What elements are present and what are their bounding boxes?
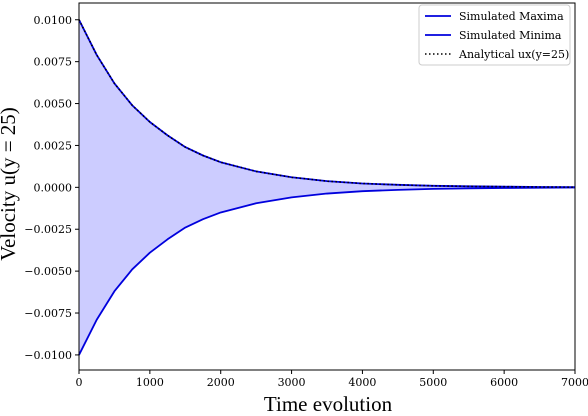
y-tick-label: −0.0050 — [24, 265, 72, 278]
x-tick-label: 3000 — [278, 376, 306, 389]
fill-between-area — [79, 19, 575, 355]
y-axis-label: Velocity u(y = 25) — [0, 107, 20, 261]
x-tick-label: 4000 — [348, 376, 376, 389]
plot-layer — [78, 19, 576, 356]
y-tick-label: 0.0025 — [34, 139, 73, 152]
x-tick-label: 7000 — [561, 376, 588, 389]
y-tick-label: −0.0025 — [24, 223, 72, 236]
y-tick-label: 0.0100 — [34, 14, 73, 27]
x-tick-label: 0 — [76, 376, 83, 389]
legend-label: Analytical ux(y=25) — [458, 48, 569, 61]
x-tick-label: 1000 — [136, 376, 164, 389]
series-line-3 — [78, 19, 576, 188]
x-tick-label: 5000 — [419, 376, 447, 389]
y-tick-label: −0.0075 — [24, 307, 72, 320]
y-tick-label: 0.0000 — [34, 181, 73, 194]
plot-frame — [78, 2, 576, 371]
x-tick-label: 6000 — [490, 376, 518, 389]
legend-label: Simulated Minima — [459, 29, 562, 42]
y-tick-label: 0.0075 — [34, 56, 73, 69]
x-axis-label: Time evolution — [264, 392, 393, 416]
legend-box — [418, 4, 571, 66]
x-axis: 0 1000 2000 3000 4000 5000 6000 7000 — [76, 370, 588, 389]
y-axis: −0.0100 −0.0075 −0.0050 −0.0025 0.0000 0.0025… — [24, 14, 79, 362]
legend: Simulated Maxima Simulated Minima Analytic… — [418, 4, 571, 66]
x-tick-label: 2000 — [207, 376, 235, 389]
legend-label: Simulated Maxima — [459, 10, 564, 23]
y-tick-label: −0.0100 — [24, 349, 72, 362]
series-line-2 — [78, 186, 576, 356]
y-tick-label: 0.0050 — [34, 98, 73, 111]
